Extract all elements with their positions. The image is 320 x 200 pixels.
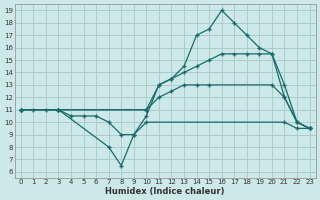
X-axis label: Humidex (Indice chaleur): Humidex (Indice chaleur) bbox=[106, 187, 225, 196]
